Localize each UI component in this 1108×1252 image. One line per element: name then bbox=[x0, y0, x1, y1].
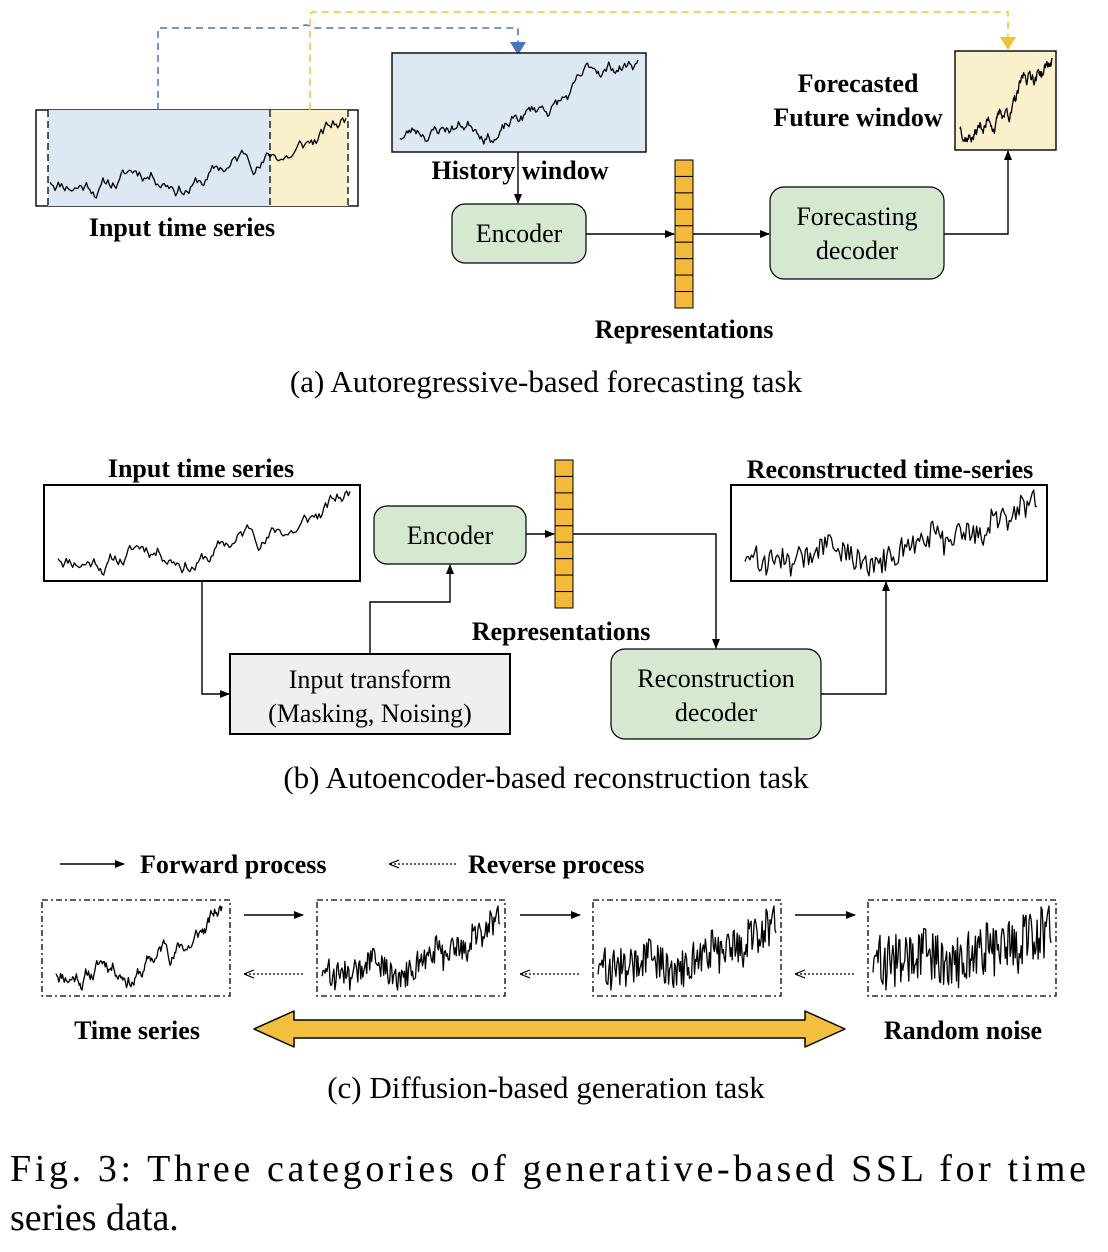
representation-cell bbox=[554, 475, 574, 494]
diffusion-stage-2-series bbox=[321, 905, 501, 991]
encoder-b bbox=[373, 505, 527, 565]
yellow-arrowhead bbox=[1000, 37, 1016, 50]
future-window-box bbox=[954, 50, 1057, 151]
input-to-transform-arrow bbox=[201, 581, 230, 698]
reverse-process-label: Reverse process bbox=[468, 850, 644, 879]
representation-cell bbox=[674, 225, 694, 243]
diffusion-stage-3 bbox=[592, 899, 782, 997]
future-highlight bbox=[270, 110, 348, 206]
representation-cell bbox=[674, 175, 694, 194]
panel-c: Forward process Reverse process Time ser… bbox=[41, 850, 1057, 1105]
representation-vector-a bbox=[674, 159, 694, 309]
reconstructed-series-label: Reconstructed time-series bbox=[747, 455, 1034, 484]
reconstructed-series-box bbox=[730, 484, 1048, 582]
representation-cell bbox=[554, 459, 574, 477]
panel-b: Input time series Input transform (Maski… bbox=[43, 454, 1048, 795]
diffusion-stage-4 bbox=[867, 899, 1057, 997]
forward-process-label: Forward process bbox=[140, 850, 327, 879]
random-noise-label: Random noise bbox=[884, 1016, 1042, 1045]
double-arrow-diffusion bbox=[253, 1010, 846, 1048]
history-window-box bbox=[391, 52, 647, 153]
blue-dashed-connector bbox=[157, 24, 519, 110]
figure-caption-line-1: Fig. 3: Three categories of generative-b… bbox=[10, 1148, 1086, 1190]
blue-arrowhead bbox=[510, 42, 526, 55]
input-series-box-b bbox=[43, 484, 361, 582]
input-series-label-a: Input time series bbox=[89, 213, 275, 242]
representation-to-decoder-arrow-b bbox=[573, 533, 720, 649]
forecasting-decoder-label-2: decoder bbox=[816, 236, 899, 265]
yellow-dashed-connector bbox=[309, 11, 1009, 110]
future-window-label-2: Future window bbox=[773, 103, 942, 132]
representation-cell bbox=[554, 525, 574, 543]
input-series-line-a bbox=[49, 117, 347, 199]
future-window-series bbox=[959, 57, 1053, 143]
time-series-label-c: Time series bbox=[74, 1016, 200, 1045]
decoder-to-future-arrow bbox=[944, 150, 1012, 235]
representation-cell bbox=[554, 492, 574, 510]
input-transform-label-1: Input transform bbox=[289, 665, 451, 694]
history-highlight bbox=[48, 110, 270, 206]
forecasting-decoder bbox=[769, 186, 945, 280]
representation-cell bbox=[554, 558, 574, 576]
encoder-a-label: Encoder bbox=[476, 219, 563, 248]
panel-a: Input time series History window Encoder… bbox=[35, 11, 1057, 399]
figure-caption-line-2: series data. bbox=[10, 1197, 179, 1239]
representation-cell bbox=[674, 159, 694, 177]
input-series-label-b: Input time series bbox=[108, 454, 294, 483]
representation-vector-b bbox=[554, 459, 574, 609]
caption-a: (a) Autoregressive-based forecasting tas… bbox=[290, 364, 803, 399]
future-window-label-1: Forecasted bbox=[798, 69, 919, 98]
caption-b: (b) Autoencoder-based reconstruction tas… bbox=[283, 760, 809, 795]
representation-cell bbox=[554, 508, 574, 527]
history-window-series bbox=[399, 59, 639, 145]
representation-cell bbox=[674, 291, 694, 309]
diffusion-stage-3-series bbox=[597, 905, 777, 991]
input-transform-label-2: (Masking, Noising) bbox=[268, 699, 472, 728]
transform-to-encoder-arrow bbox=[369, 564, 454, 654]
representation-cell bbox=[674, 208, 694, 227]
reconstruction-decoder-label-1: Reconstruction bbox=[637, 664, 794, 693]
encoder-b-label: Encoder bbox=[407, 521, 494, 550]
representation-cell bbox=[674, 241, 694, 260]
reconstructed-series-line bbox=[744, 489, 1038, 577]
representation-cell bbox=[554, 591, 574, 609]
diffusion-stage-1-series bbox=[55, 905, 223, 991]
diffusion-stage-1 bbox=[41, 899, 231, 997]
representations-label-a: Representations bbox=[595, 315, 774, 344]
decoder-to-output-arrow bbox=[821, 581, 890, 695]
representations-label-b: Representations bbox=[472, 617, 651, 646]
reconstruction-decoder-label-2: decoder bbox=[675, 698, 758, 727]
forecasting-decoder-label-1: Forecasting bbox=[796, 202, 917, 231]
history-window-label: History window bbox=[432, 156, 609, 185]
diffusion-stage-4-series bbox=[872, 905, 1052, 991]
diffusion-stage-2 bbox=[316, 899, 506, 997]
input-series-line-b bbox=[57, 490, 351, 576]
representation-cell bbox=[554, 541, 574, 560]
representation-cell bbox=[674, 192, 694, 210]
caption-c: (c) Diffusion-based generation task bbox=[327, 1070, 765, 1105]
representation-cell bbox=[554, 574, 574, 593]
representation-cell bbox=[674, 258, 694, 276]
representation-cell bbox=[674, 274, 694, 293]
